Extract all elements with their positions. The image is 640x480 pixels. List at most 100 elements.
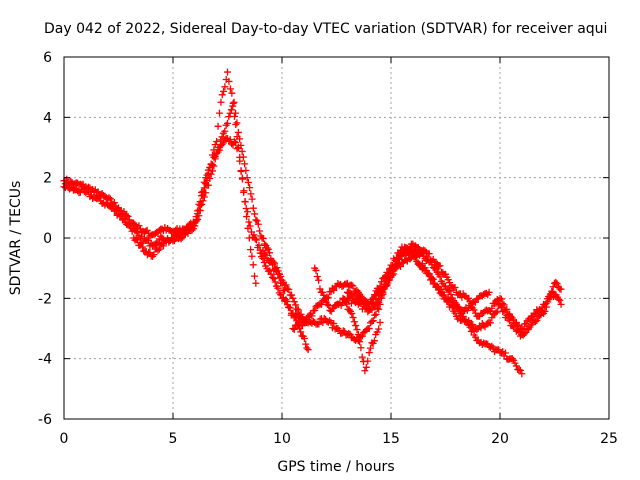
interpolated-point [271, 259, 279, 267]
interpolated-point [255, 241, 263, 249]
interpolated-point [290, 325, 298, 333]
interpolated-point [556, 296, 564, 304]
interpolated-point [320, 291, 328, 299]
data-point [256, 249, 264, 257]
interpolated-point [135, 222, 143, 230]
data-point [507, 312, 515, 320]
interpolated-point [300, 334, 308, 342]
interpolated-point [499, 300, 507, 308]
interpolated-point [298, 322, 306, 330]
interpolated-point [486, 308, 494, 316]
data-point [234, 128, 242, 136]
y-tick-label: 4 [43, 110, 52, 126]
interpolated-point [303, 344, 311, 352]
data-point [354, 331, 362, 339]
interpolated-point [318, 300, 326, 308]
data-point [224, 68, 231, 76]
series-track-1 [60, 68, 312, 354]
interpolated-point [488, 304, 496, 312]
interpolated-point [285, 303, 293, 311]
interpolated-point [226, 85, 234, 93]
interpolated-point [209, 161, 217, 169]
interpolated-point [232, 139, 240, 147]
interpolated-point [137, 239, 145, 247]
interpolated-point [473, 325, 481, 333]
interpolated-point [247, 246, 255, 254]
interpolated-point [323, 300, 331, 308]
data-point [442, 270, 449, 278]
interpolated-point [274, 267, 282, 275]
interpolated-point [203, 171, 211, 179]
interpolated-point [259, 235, 267, 243]
interpolated-point [241, 198, 249, 206]
interpolated-point [447, 291, 455, 299]
interpolated-point [245, 218, 253, 226]
interpolated-point [236, 157, 244, 165]
interpolated-point [308, 312, 316, 320]
interpolated-point [194, 207, 202, 215]
interpolated-point [541, 301, 549, 309]
interpolated-point [233, 119, 241, 127]
interpolated-point [218, 91, 226, 99]
interpolated-point [238, 175, 246, 183]
interpolated-point [425, 250, 433, 258]
interpolated-point [488, 314, 496, 322]
y-tick-label: 2 [43, 171, 52, 187]
chart-title: Day 042 of 2022, Sidereal Day-to-day VTE… [44, 21, 607, 37]
interpolated-point [294, 306, 302, 314]
x-tick-label: 10 [273, 431, 291, 447]
interpolated-point [221, 83, 229, 91]
interpolated-point [375, 325, 383, 333]
axis-ticks [63, 56, 610, 420]
interpolated-point [455, 312, 463, 320]
interpolated-point [207, 170, 215, 178]
interpolated-point [531, 318, 539, 326]
interpolated-point [207, 160, 215, 168]
interpolated-point [521, 330, 529, 338]
data-point [228, 89, 236, 97]
interpolated-point [470, 306, 478, 314]
interpolated-point [233, 145, 241, 153]
interpolated-point [533, 316, 541, 324]
data-point [376, 282, 384, 290]
interpolated-point [268, 273, 276, 281]
interpolated-point [221, 127, 229, 135]
interpolated-point [424, 269, 432, 277]
interpolated-point [215, 146, 223, 154]
interpolated-point [132, 227, 140, 235]
interpolated-point [238, 147, 246, 155]
interpolated-point [281, 297, 289, 305]
interpolated-point [451, 283, 459, 291]
interpolated-point [325, 302, 333, 310]
interpolated-point [274, 284, 282, 292]
data-point [138, 243, 146, 251]
interpolated-point [157, 232, 165, 240]
interpolated-point [350, 318, 358, 326]
interpolated-point [429, 275, 437, 283]
interpolated-point [131, 220, 139, 228]
interpolated-point [260, 258, 268, 266]
interpolated-point [286, 304, 294, 312]
y-tick-label: -6 [38, 412, 52, 428]
data-point [376, 318, 384, 326]
interpolated-point [252, 236, 260, 244]
interpolated-point [200, 178, 208, 186]
interpolated-point [553, 280, 561, 288]
interpolated-point [226, 136, 234, 144]
interpolated-point [349, 282, 357, 290]
interpolated-point [451, 309, 459, 317]
interpolated-point [110, 207, 118, 215]
interpolated-point [421, 247, 429, 255]
interpolated-point [555, 295, 563, 303]
interpolated-point [465, 294, 473, 302]
interpolated-point [243, 213, 251, 221]
data-point [267, 270, 275, 278]
interpolated-point [251, 272, 259, 280]
interpolated-point [459, 307, 467, 315]
interpolated-point [343, 300, 351, 308]
x-tick-label: 15 [382, 431, 400, 447]
interpolated-point [358, 353, 366, 361]
interpolated-point [249, 204, 257, 212]
interpolated-point [225, 113, 233, 121]
